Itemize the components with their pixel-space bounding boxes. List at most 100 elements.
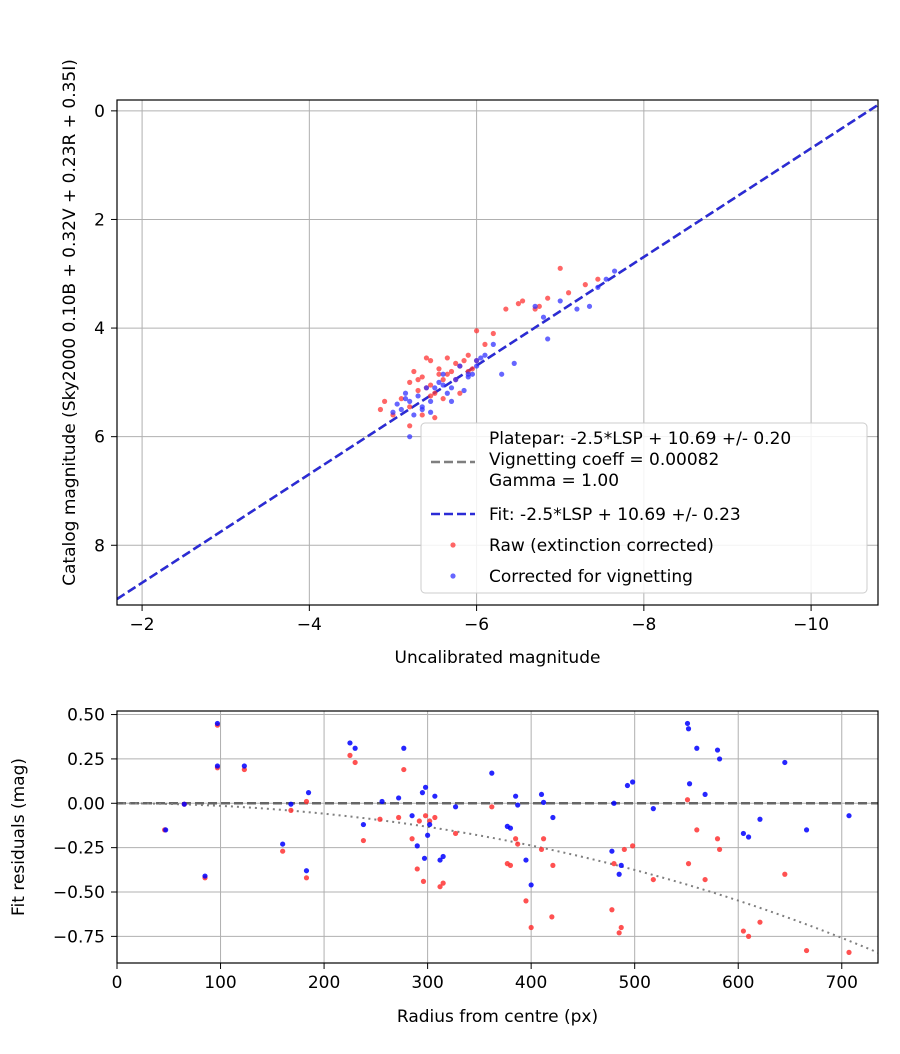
corrected-point (407, 434, 413, 440)
residuals-plot-frame (116, 710, 879, 964)
raw-point (407, 423, 413, 429)
raw-residual-point (280, 848, 286, 854)
raw-point (515, 301, 522, 307)
corrected-residual-point (702, 791, 708, 798)
raw-residual-point (550, 862, 556, 868)
residuals-x-tick-label: 600 (722, 973, 754, 993)
legend-corrected-label: Corrected for vignetting (489, 567, 693, 587)
raw-residual-point (416, 818, 422, 824)
raw-point (398, 396, 404, 402)
raw-point (440, 377, 446, 383)
calibration-y-tick-label: 2 (94, 210, 105, 230)
raw-residual-point (288, 807, 294, 813)
raw-point (427, 382, 434, 388)
corrected-residual-point (427, 821, 433, 828)
raw-residual-point (685, 861, 692, 867)
corrected-residual-point (241, 763, 247, 769)
raw-point (582, 282, 588, 288)
raw-residual-point (803, 947, 810, 954)
raw-point (382, 398, 388, 404)
corrected-point (453, 377, 459, 383)
legend-fit-label: Fit: -2.5*LSP + 10.69 +/- 0.23 (489, 505, 741, 525)
corrected-residual-point (513, 793, 519, 799)
raw-point (519, 298, 526, 304)
raw-point (407, 404, 413, 410)
corrected-residual-point (421, 855, 428, 861)
corrected-point (557, 298, 563, 304)
corrected-residual-point (550, 814, 556, 821)
legend-platepar-line-1: Platepar: -2.5*LSP + 10.69 +/- 0.20 (489, 429, 791, 449)
corrected-residual-point (618, 862, 624, 868)
corrected-residual-point (437, 857, 443, 863)
corrected-residual-point (714, 747, 721, 753)
raw-residual-point (616, 930, 622, 936)
corrected-residual-point (181, 801, 187, 807)
corrected-point (465, 371, 471, 377)
corrected-point (469, 371, 476, 377)
residuals-x-tick-label: 100 (204, 973, 236, 993)
corrected-point (427, 398, 434, 404)
raw-point (423, 355, 430, 361)
raw-residual-point (528, 924, 534, 931)
corrected-residual-point (685, 726, 692, 732)
residuals-x-axis-label: Radius from centre (px) (397, 1007, 598, 1027)
raw-residual-point (414, 866, 420, 872)
raw-point (457, 390, 463, 396)
legend-box (420, 422, 868, 594)
corrected-residual-point (540, 799, 547, 805)
raw-point (411, 368, 417, 375)
corrected-residual-point (379, 798, 385, 805)
corrected-point (586, 303, 593, 309)
corrected-point (532, 303, 538, 309)
corrected-point (427, 409, 434, 415)
corrected-residual-point (611, 800, 617, 806)
corrected-point (490, 341, 496, 347)
corrected-residual-point (745, 834, 752, 840)
corrected-residual-point (782, 759, 788, 766)
raw-point (453, 360, 459, 366)
corrected-point (473, 363, 480, 369)
corrected-residual-point (757, 816, 763, 822)
raw-residual-point (611, 861, 617, 867)
raw-point (536, 303, 542, 309)
corrected-residual-point (489, 770, 495, 776)
corrected-residual-point (214, 720, 221, 727)
residuals-x-tick-label: 200 (308, 973, 340, 993)
corrected-residual-point (528, 882, 534, 888)
raw-residual-point (745, 933, 752, 939)
corrected-point (407, 398, 413, 404)
corrected-point (398, 406, 404, 413)
corrected-point (440, 382, 446, 388)
corrected-point (436, 379, 442, 385)
corrected-point (448, 398, 455, 404)
raw-residual-point (621, 846, 627, 853)
corrected-point (540, 314, 547, 320)
corrected-residual-point (630, 779, 636, 785)
legend-raw-label: Raw (extinction corrected) (489, 536, 714, 556)
raw-residual-point (401, 766, 407, 773)
raw-point (436, 366, 442, 372)
corrected-point (423, 385, 430, 391)
corrected-residual-point (303, 868, 310, 874)
vignetting-curve (116, 802, 879, 954)
calibration-x-tick-label: −10 (793, 615, 829, 635)
corrected-point (511, 360, 517, 366)
raw-point (444, 355, 450, 361)
corrected-point (444, 390, 450, 396)
raw-point (436, 371, 442, 377)
calibration-y-tick-label: 6 (94, 428, 105, 448)
corrected-point (595, 284, 601, 290)
raw-point (545, 295, 551, 301)
raw-residual-point (515, 841, 521, 847)
corrected-point (603, 276, 609, 282)
raw-point (377, 406, 384, 413)
raw-residual-point (846, 949, 852, 955)
corrected-residual-point (163, 827, 169, 833)
residuals-y-tick-label: 0.25 (67, 750, 105, 770)
corrected-point (574, 306, 580, 312)
corrected-point (411, 412, 417, 418)
legend-platepar-line-2: Vignetting coeff = 0.00082 (489, 450, 719, 470)
raw-point (461, 358, 467, 364)
corrected-point (478, 355, 484, 361)
